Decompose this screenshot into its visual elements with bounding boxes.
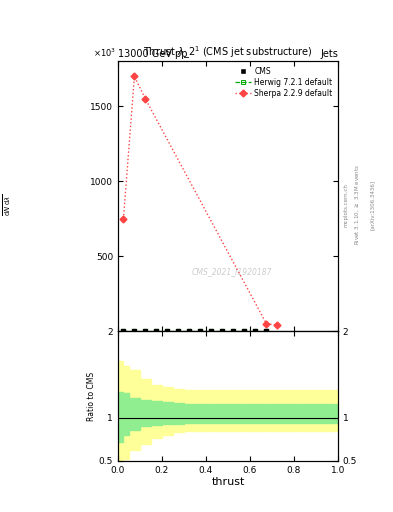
Text: [arXiv:1306.3436]: [arXiv:1306.3436] xyxy=(369,180,375,230)
Text: $\frac{1}{\mathrm{d}N}\frac{\mathrm{d}N}{\mathrm{d}\lambda}$: $\frac{1}{\mathrm{d}N}\frac{\mathrm{d}N}… xyxy=(0,194,13,216)
Text: 13000 GeV pp: 13000 GeV pp xyxy=(118,49,187,59)
Y-axis label: Ratio to CMS: Ratio to CMS xyxy=(87,372,96,420)
Text: $\times10^3$: $\times10^3$ xyxy=(93,47,116,59)
Text: mcplots.cern.ch: mcplots.cern.ch xyxy=(344,183,349,227)
Text: CMS_2021_I1920187: CMS_2021_I1920187 xyxy=(192,267,273,276)
Title: Thrust $\lambda\_2^1$ (CMS jet substructure): Thrust $\lambda\_2^1$ (CMS jet substruct… xyxy=(143,45,313,61)
Legend: CMS, Herwig 7.2.1 default, Sherpa 2.2.9 default: CMS, Herwig 7.2.1 default, Sherpa 2.2.9 … xyxy=(233,65,334,99)
Text: Rivet 3.1.10, $\geq$ 3.3M events: Rivet 3.1.10, $\geq$ 3.3M events xyxy=(354,164,361,245)
X-axis label: thrust: thrust xyxy=(211,477,244,487)
Text: Jets: Jets xyxy=(320,49,338,59)
